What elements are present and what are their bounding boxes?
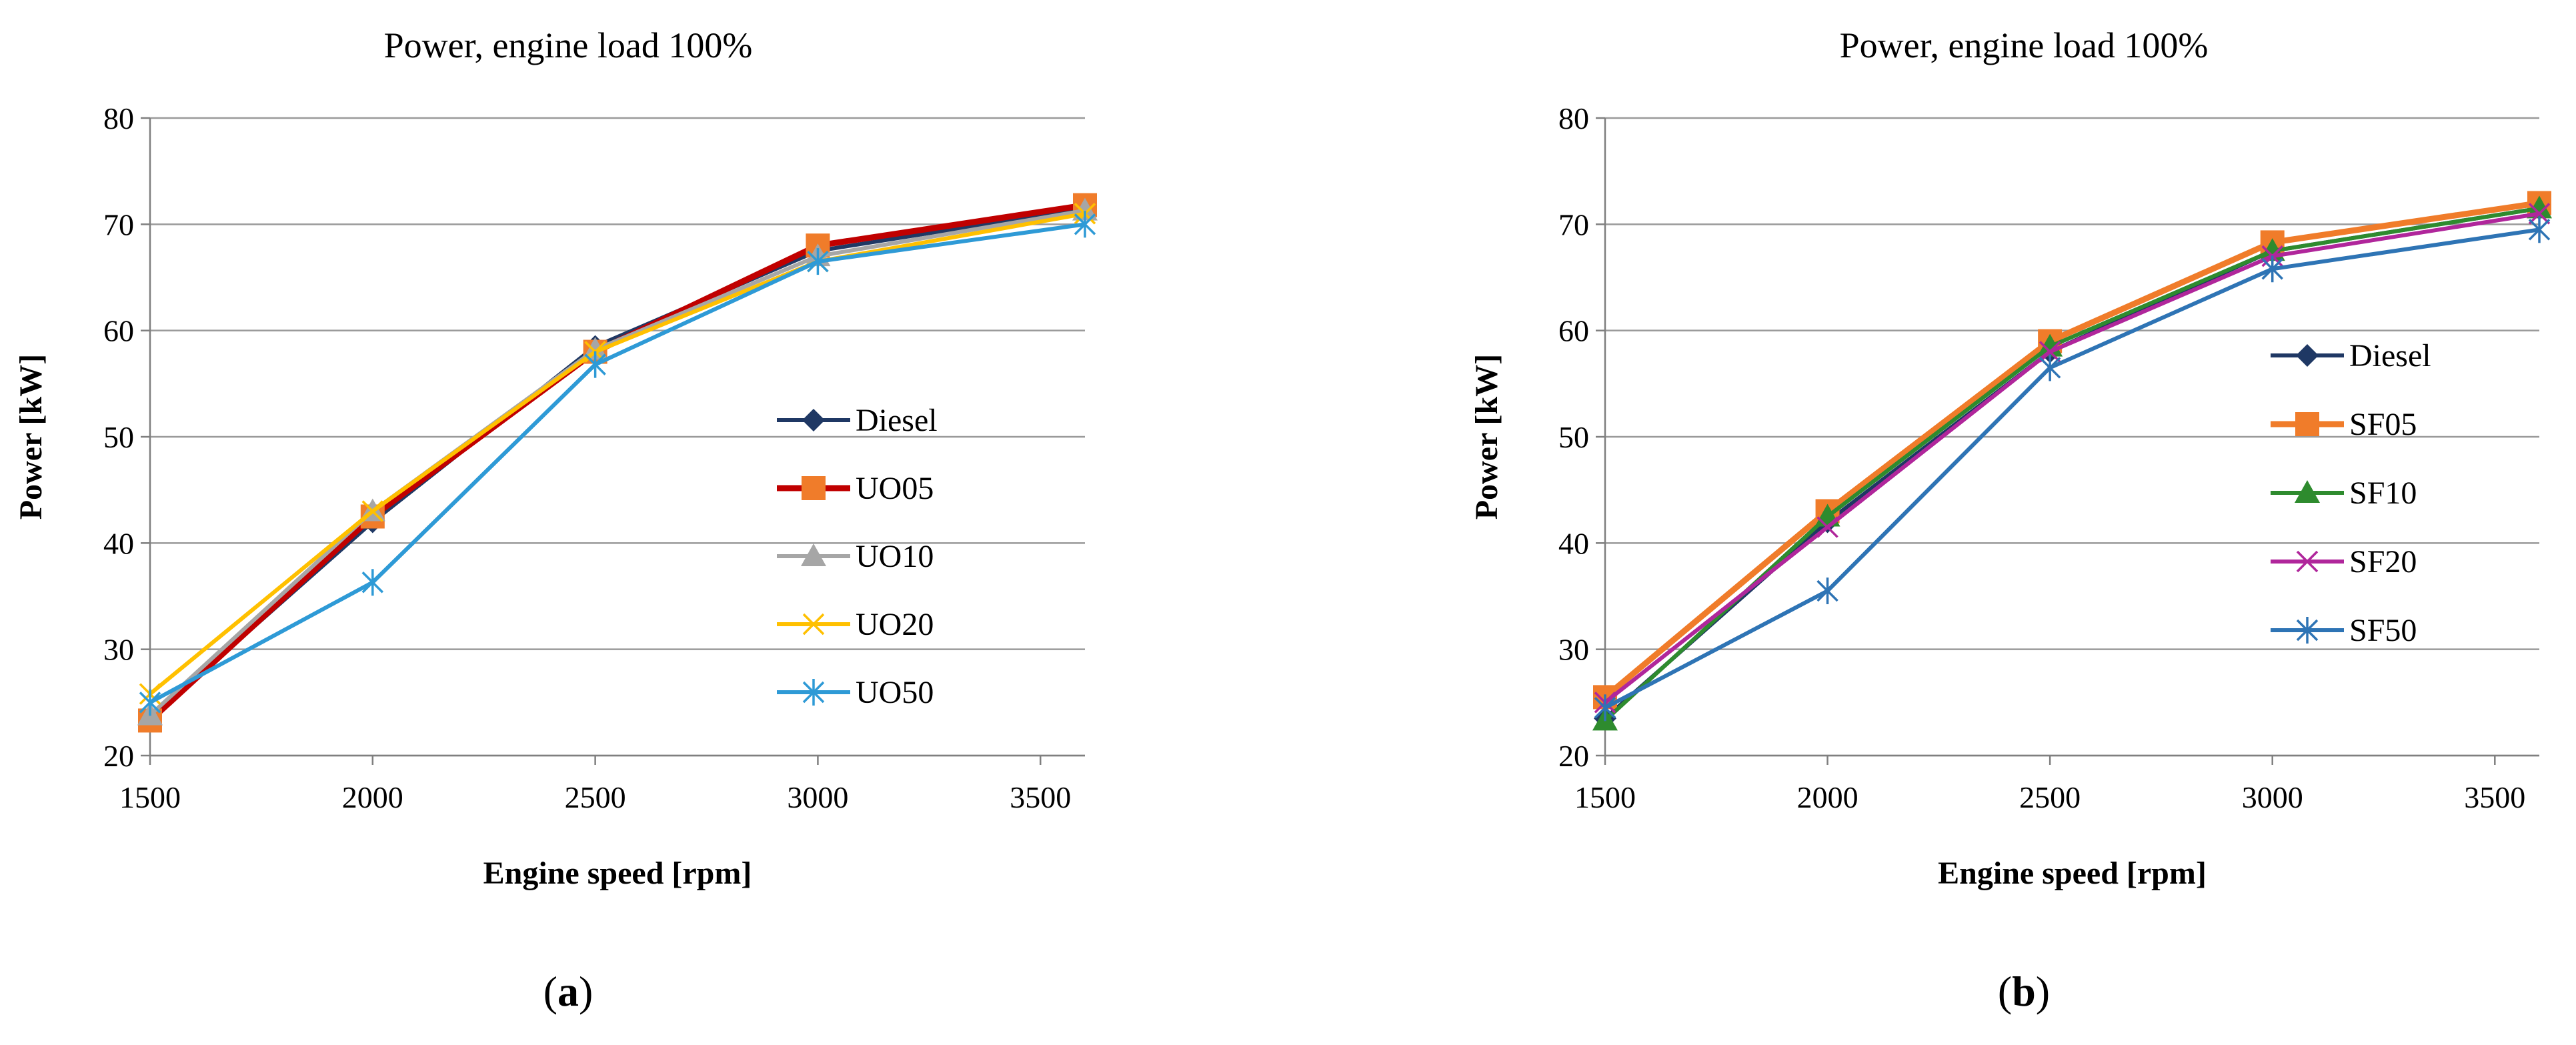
x-tick-label: 1500 [119, 780, 181, 814]
x-tick-label: 3000 [2242, 780, 2303, 814]
data-point [807, 248, 829, 275]
legend-marker [802, 476, 826, 500]
y-tick-label: 80 [103, 101, 134, 135]
x-tick-label: 3500 [1010, 780, 1071, 814]
y-axis-label: Power [kW] [13, 354, 49, 519]
legend-marker [2296, 344, 2319, 367]
legend-label: UO20 [856, 607, 934, 642]
series-line [147, 202, 1086, 723]
chart-title: Power, engine load 100% [384, 25, 753, 65]
data-point [1816, 516, 1838, 538]
legend-label: SF05 [2349, 407, 2417, 442]
series-line [149, 206, 1086, 720]
data-point [1074, 211, 1096, 238]
x-tick-label: 1500 [1574, 780, 1636, 814]
data-point [1594, 694, 1616, 722]
y-tick-label: 60 [103, 314, 134, 348]
y-tick-label: 40 [1558, 526, 1589, 560]
y-tick-label: 20 [103, 739, 134, 773]
legend-label: SF50 [2349, 613, 2417, 648]
data-point [584, 351, 606, 378]
y-tick-label: 30 [103, 633, 134, 667]
legend-label: UO05 [856, 471, 934, 506]
data-point [2039, 354, 2061, 381]
legend-item: UO10 [777, 539, 934, 574]
series-uo10 [137, 197, 1098, 726]
legend-item: SF10 [2271, 475, 2417, 511]
series-line [148, 208, 1086, 717]
x-tick-label: 2000 [1797, 780, 1858, 814]
legend-marker [801, 544, 826, 566]
series-line [149, 211, 1086, 696]
legend-item: Diesel [2271, 338, 2431, 373]
y-tick-label: 70 [103, 207, 134, 241]
x-tick-label: 3000 [787, 780, 848, 814]
chart-panel-b: 20 30 40 50 60 70 80 1500 2000 2500 3000 3500 Power,… [1469, 25, 2552, 891]
x-tick-label: 2500 [2019, 780, 2081, 814]
chart-panel-a: 20 30 40 50 60 70 80 1500 2000 2500 3000 3500 Power,… [13, 25, 1098, 891]
legend-item: SF50 [2271, 613, 2417, 648]
legend-label: Diesel [856, 403, 938, 438]
y-tick-label: 40 [103, 526, 134, 560]
data-point [1816, 578, 1838, 605]
y-tick-label: 50 [1558, 420, 1589, 454]
legend-label: UO50 [856, 675, 934, 710]
x-tick-label: 3500 [2464, 780, 2525, 814]
data-point [361, 569, 384, 596]
y-tick-label: 60 [1558, 314, 1589, 348]
series-sf50 [1594, 216, 2551, 722]
legend-label: Diesel [2349, 338, 2431, 373]
legend-marker [2295, 412, 2319, 436]
legend-marker [802, 613, 825, 636]
data-point [2039, 341, 2061, 363]
data-point [361, 500, 384, 522]
y-tick-label: 50 [103, 420, 134, 454]
legend-marker [802, 409, 825, 431]
x-axis-label: Engine speed [rpm] [1938, 856, 2207, 891]
legend-item: SF20 [2271, 544, 2417, 580]
x-tick-label: 2500 [565, 780, 626, 814]
legend-item: SF05 [2271, 407, 2417, 442]
data-point [2261, 255, 2283, 283]
caption-b: (b) [1998, 968, 2050, 1015]
legend-item: Diesel [777, 403, 938, 438]
legend-label: SF10 [2349, 475, 2417, 511]
legend-marker [2296, 617, 2319, 644]
data-point [2528, 216, 2551, 243]
legend-item: UO50 [777, 675, 934, 710]
x-axis-label: Engine speed [rpm] [483, 856, 752, 891]
y-tick-label: 20 [1558, 739, 1589, 773]
y-tick-label: 70 [1558, 207, 1589, 241]
series-sf10 [1592, 195, 2552, 731]
caption-a: (a) [543, 968, 593, 1015]
x-tick-label: 2000 [342, 780, 403, 814]
data-point [139, 689, 161, 716]
y-tick-label: 30 [1558, 633, 1589, 667]
legend-label: SF20 [2349, 544, 2417, 580]
series-uo05 [138, 193, 1097, 733]
legend-marker [2296, 550, 2319, 573]
legend-label: UO10 [856, 539, 934, 574]
legend: Diesel UO05 UO10 UO20 UO50 [777, 403, 938, 710]
legend: Diesel SF05 SF10 SF20 SF50 [2271, 338, 2431, 648]
legend-marker [802, 679, 825, 706]
series-line [149, 222, 1086, 704]
series-uo50 [139, 211, 1096, 716]
legend-item: UO20 [777, 607, 934, 642]
chart-title: Power, engine load 100% [1840, 25, 2209, 65]
y-tick-label: 80 [1558, 101, 1589, 135]
legend-marker [2295, 480, 2320, 503]
data-point [2528, 203, 2551, 225]
y-axis-label: Power [kW] [1469, 354, 1504, 519]
legend-item: UO05 [777, 471, 934, 506]
